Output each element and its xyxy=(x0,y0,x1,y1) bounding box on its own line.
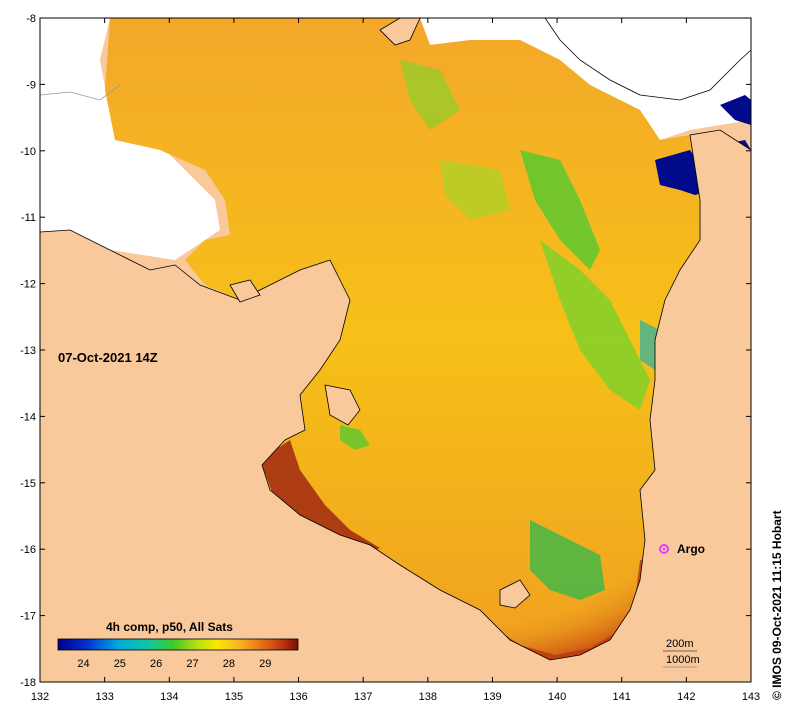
hot-coastal-band-south xyxy=(490,560,648,665)
y-tick-label: -9 xyxy=(26,79,36,91)
x-tick-label: 140 xyxy=(548,691,566,703)
y-tick-label: -8 xyxy=(26,13,36,25)
y-axis-ticks: -8 -9 -10 -11 -12 -13 -14 -15 -16 -17 -18 xyxy=(20,13,751,689)
colorbar-tick-label: 26 xyxy=(150,658,162,670)
cool-sst-patches xyxy=(340,60,660,600)
y-tick-label: -17 xyxy=(20,611,36,623)
y-tick-label: -12 xyxy=(20,279,36,291)
x-tick-label: 136 xyxy=(289,691,307,703)
argo-marker xyxy=(659,544,669,554)
y-tick-label: -10 xyxy=(20,146,36,158)
credit-label: © IMOS 09-Oct-2021 11:15 Hobart xyxy=(770,510,784,700)
x-tick-label: 133 xyxy=(95,691,113,703)
colorbar-ticks: 24 25 26 27 28 29 xyxy=(77,658,271,670)
west-shelf-line xyxy=(39,84,121,101)
gulf-warm-edge xyxy=(262,430,645,660)
colorbar-tick-label: 24 xyxy=(77,658,89,670)
x-axis-ticks: 132 133 134 135 136 137 138 139 140 141 142 143 xyxy=(31,18,760,703)
colorbar-tick-label: 27 xyxy=(186,658,198,670)
colorbar-tick-label: 25 xyxy=(114,658,126,670)
x-tick-label: 139 xyxy=(483,691,501,703)
y-tick-label: -16 xyxy=(20,544,36,556)
y-tick-label: -13 xyxy=(20,345,36,357)
x-tick-label: 142 xyxy=(677,691,695,703)
x-tick-label: 138 xyxy=(419,691,437,703)
colorbar xyxy=(57,638,299,651)
x-tick-label: 135 xyxy=(225,691,243,703)
hot-coastal-band xyxy=(262,440,380,555)
timestamp-label: 07-Oct-2021 14Z xyxy=(58,350,158,365)
colorbar-tick-label: 29 xyxy=(259,658,271,670)
x-tick-label: 134 xyxy=(160,691,178,703)
y-tick-label: -15 xyxy=(20,478,36,490)
colorbar-tick-label: 28 xyxy=(223,658,235,670)
x-tick-label: 143 xyxy=(742,691,760,703)
cold-sst-patch-north xyxy=(720,95,751,125)
y-tick-label: -18 xyxy=(20,677,36,689)
contour-label-200m: 200m xyxy=(666,638,694,650)
colorbar-title: 4h comp, p50, All Sats xyxy=(106,620,233,634)
y-tick-label: -11 xyxy=(21,212,36,224)
png-coastline xyxy=(544,17,752,101)
land-masses xyxy=(39,17,752,683)
x-tick-label: 132 xyxy=(31,691,49,703)
x-tick-label: 141 xyxy=(613,691,631,703)
x-tick-label: 137 xyxy=(354,691,372,703)
y-tick-label: -14 xyxy=(20,411,36,423)
argo-label: Argo xyxy=(677,542,705,556)
contour-label-1000m: 1000m xyxy=(666,654,700,666)
